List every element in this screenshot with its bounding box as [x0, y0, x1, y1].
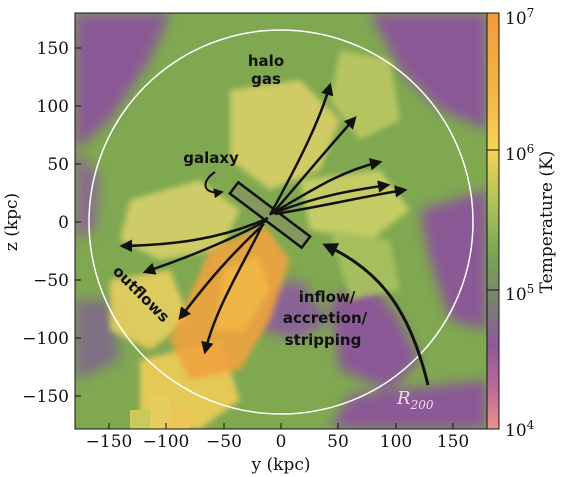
y-tick-label: −50 [33, 271, 69, 291]
inflow-label-line3: stripping [285, 331, 362, 349]
halo-label-line2: gas [251, 70, 281, 88]
x-tick-label: 0 [276, 432, 287, 452]
r200-circle [88, 29, 474, 415]
halo-label-line1: halo [248, 52, 284, 70]
r200-label: R200 [396, 388, 434, 412]
outflow-arrows [119, 82, 408, 355]
colorbar-tick-label: 107 [505, 6, 534, 29]
y-tick-label: −100 [22, 329, 69, 349]
x-tick-label: 50 [327, 432, 349, 452]
y-tick-label: 150 [37, 39, 69, 59]
x-axis-label: y (kpc) [251, 455, 311, 475]
x-tick-label: −50 [206, 432, 242, 452]
colorbar-tick-label: 104 [505, 418, 535, 441]
y-tick-label: 0 [58, 213, 69, 233]
colorbar-tick-label: 105 [505, 282, 534, 305]
temperature-map [75, 13, 487, 429]
inflow-label-line1: inflow/ [299, 288, 356, 306]
x-axis: −150 −100 −50 0 50 100 150 y (kpc) [86, 423, 469, 475]
x-tick-label: 100 [380, 432, 412, 452]
x-tick-label: −150 [86, 432, 133, 452]
colorbar: 107 106 105 104 Temperature (K) [486, 6, 557, 441]
x-tick-label: 150 [437, 432, 469, 452]
y-tick-label: 50 [47, 155, 69, 175]
x-tick-label: −100 [143, 432, 190, 452]
inflow-arrow [322, 243, 430, 386]
r200-sub: 200 [410, 398, 434, 412]
y-tick-label: −150 [22, 387, 69, 407]
r200-main: R [396, 388, 411, 409]
y-tick-label: 100 [37, 97, 69, 117]
colorbar-label: Temperature (K) [537, 151, 557, 294]
inflow-label-line2: accretion/ [283, 309, 368, 327]
galaxy-label: galaxy [183, 149, 239, 167]
colorbar-gradient [486, 12, 500, 430]
galaxy-curl-arrow [204, 171, 224, 199]
y-axis: 150 100 50 0 −50 −100 −150 z (kpc) [2, 39, 81, 407]
colorbar-tick-label: 106 [505, 142, 534, 165]
y-axis-label: z (kpc) [2, 193, 22, 251]
